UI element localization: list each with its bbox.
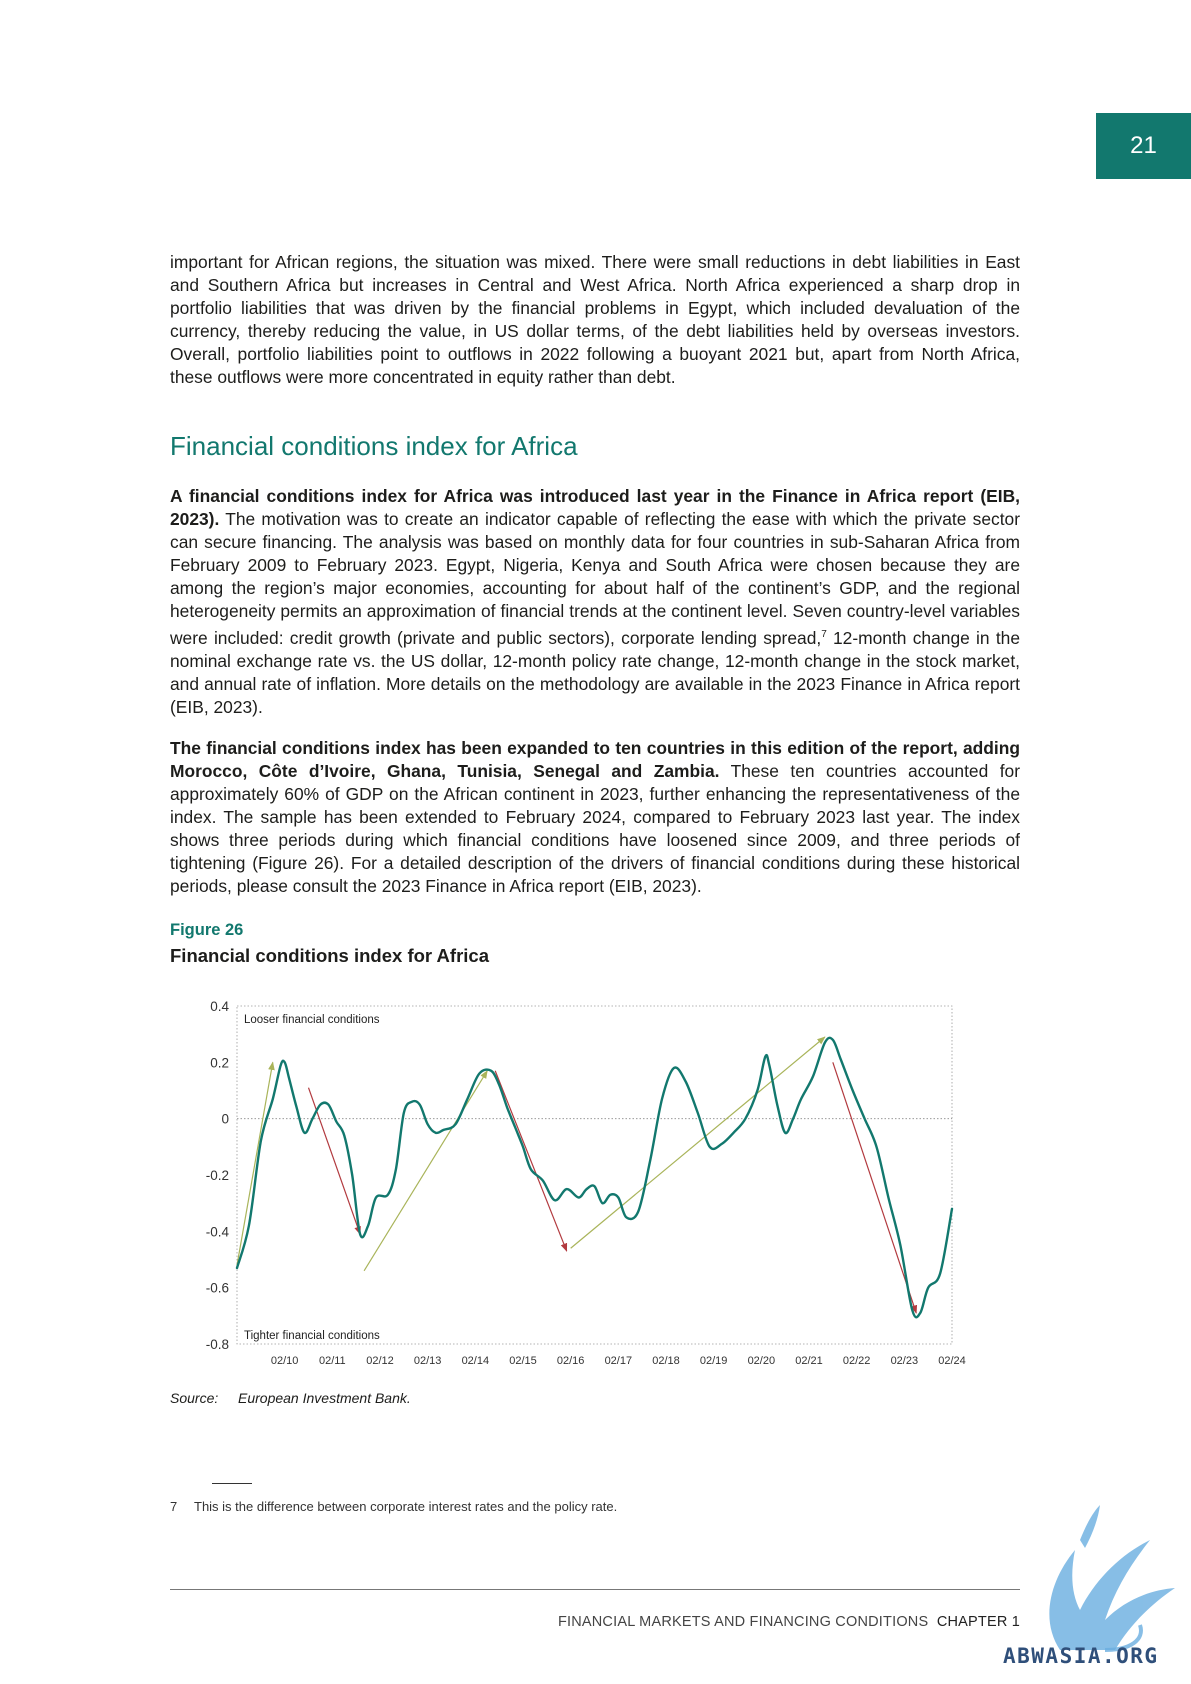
y-tick-label: 0.4	[210, 999, 229, 1014]
plot-frame	[236, 1005, 953, 1345]
tightening-arrow	[307, 1087, 361, 1235]
paragraph-lead: A financial conditions index for Africa …	[170, 486, 1020, 529]
x-tick-label: 02/18	[652, 1355, 680, 1367]
page-number-tab: 21	[1096, 113, 1191, 179]
paragraph-fci-expanded: The financial conditions index has been …	[170, 737, 1020, 898]
y-tick-label: -0.6	[206, 1281, 229, 1296]
loosening-arrow	[570, 1036, 826, 1249]
annotation-tighter: Tighter financial conditions	[244, 1330, 380, 1342]
x-tick-label: 02/11	[319, 1355, 346, 1367]
x-tick-label: 02/14	[462, 1355, 490, 1367]
y-tick-label: -0.2	[206, 1168, 229, 1183]
y-tick-label: 0.2	[210, 1055, 229, 1070]
footnote-text: This is the difference between corporate…	[194, 1499, 618, 1514]
x-tick-label: 02/23	[891, 1355, 919, 1367]
x-tick-label: 02/24	[938, 1355, 966, 1367]
watermark-text: ABWASIA.ORG	[1003, 1644, 1159, 1668]
figure-label: Figure 26	[170, 921, 244, 939]
x-tick-label: 02/12	[366, 1355, 394, 1367]
footnote-number: 7	[170, 1499, 178, 1514]
y-tick-label: 0	[221, 1112, 229, 1127]
footnote-reference[interactable]: 7	[821, 629, 827, 640]
fci-series-line	[235, 1036, 954, 1319]
paragraph-fci-introduced: A financial conditions index for Africa …	[170, 485, 1020, 719]
x-tick-label: 02/15	[509, 1355, 537, 1367]
section-heading: Financial conditions index for Africa	[170, 431, 578, 461]
footnote-divider	[212, 1483, 252, 1484]
paragraph-text: 12-month change in the nominal exchange …	[170, 627, 1020, 717]
y-tick-label: -0.8	[206, 1337, 229, 1352]
x-tick-label: 02/17	[605, 1355, 633, 1367]
x-tick-label: 02/10	[271, 1355, 299, 1367]
x-tick-label: 02/13	[414, 1355, 442, 1367]
x-tick-label: 02/22	[843, 1355, 871, 1367]
x-tick-label: 02/16	[557, 1355, 585, 1367]
footer-title: FINANCIAL MARKETS AND FINANCING CONDITIO…	[557, 1614, 929, 1630]
x-tick-label: 02/21	[795, 1355, 823, 1367]
tightening-arrow	[494, 1070, 568, 1252]
figure-source: Source: European Investment Bank.	[170, 1390, 411, 1406]
loosening-arrow	[236, 1061, 275, 1266]
running-footer: FINANCIAL MARKETS AND FINANCING CONDITIO…	[400, 1614, 1020, 1630]
paragraph-intro: important for African regions, the situa…	[170, 252, 1020, 387]
paragraph-text: These ten countries accounted for approx…	[170, 761, 1020, 896]
paragraph-lead: The financial conditions index has been …	[170, 738, 1020, 781]
source-text: European Investment Bank.	[238, 1390, 411, 1406]
x-tick-label: 02/20	[748, 1355, 776, 1367]
annotation-looser: Looser financial conditions	[244, 1014, 380, 1026]
footer-divider	[170, 1589, 1020, 1590]
paragraph-text: The motivation was to create an indicato…	[170, 509, 1020, 648]
tightening-arrow	[832, 1062, 918, 1314]
loosening-arrow	[363, 1070, 488, 1272]
page-number: 21	[1130, 132, 1157, 159]
y-tick-label: -0.4	[206, 1224, 230, 1239]
x-tick-label: 02/19	[700, 1355, 728, 1367]
figure-title: Financial conditions index for Africa	[170, 945, 489, 966]
source-label: Source:	[170, 1390, 219, 1406]
footer-chapter: CHAPTER 1	[936, 1614, 1020, 1630]
footnote: 7 This is the difference between corporat…	[170, 1499, 617, 1514]
